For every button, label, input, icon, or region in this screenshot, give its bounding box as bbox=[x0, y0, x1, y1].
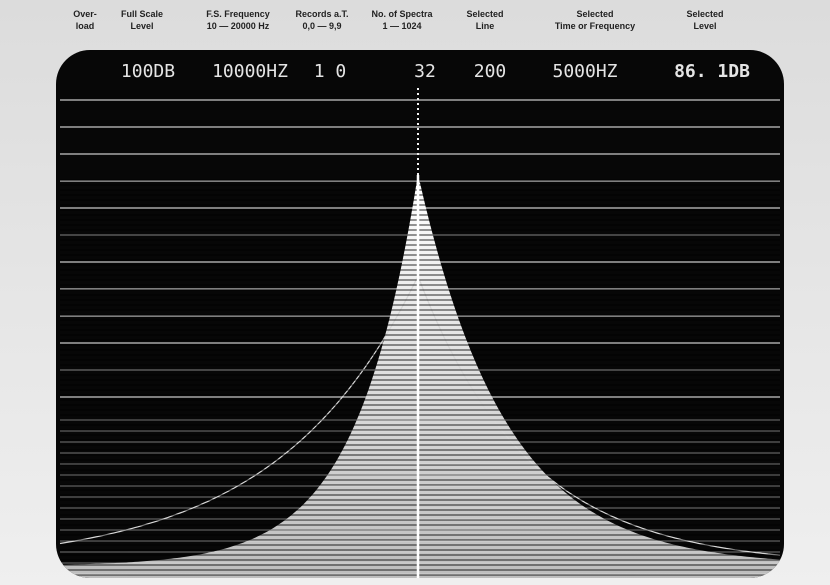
readout: 100DB bbox=[121, 61, 175, 82]
readout: 32 bbox=[414, 61, 436, 82]
readout: 5000HZ bbox=[552, 61, 617, 82]
screen: 100DB 10000HZ 1 0 32 200 5000HZ 86. 1DB bbox=[0, 0, 830, 585]
readout: 1 0 bbox=[314, 61, 347, 82]
readout: 200 bbox=[474, 61, 507, 82]
readout: 10000HZ bbox=[212, 61, 288, 82]
readout: 86. 1DB bbox=[674, 61, 750, 82]
page: Over-loadFull ScaleLevelF.S. Frequency10… bbox=[0, 0, 830, 585]
